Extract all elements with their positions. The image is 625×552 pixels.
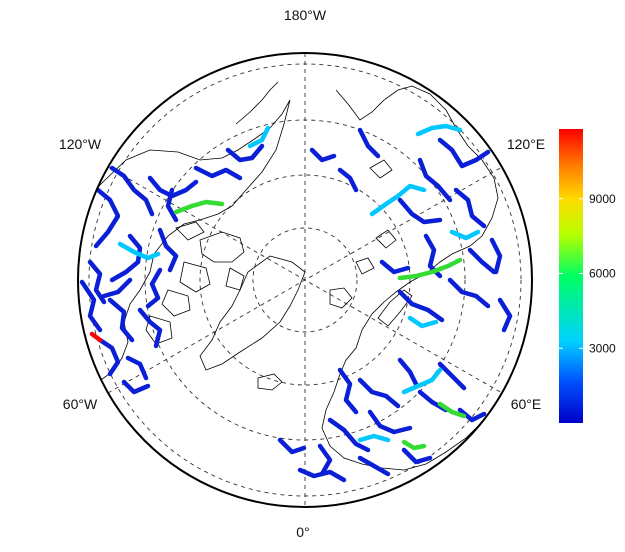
river-line — [449, 229, 481, 241]
river-line — [397, 289, 445, 323]
river-line — [101, 277, 133, 299]
label-120w: 120°W — [59, 136, 102, 152]
river-network-mid — [117, 123, 481, 443]
river-line — [247, 125, 271, 149]
river-line — [397, 197, 443, 225]
river-line — [165, 187, 179, 223]
river-line — [125, 355, 149, 381]
coastline-bering — [235, 81, 431, 125]
river-line — [117, 241, 161, 261]
coastline-iceland — [257, 373, 283, 391]
river-line — [225, 143, 265, 163]
colorbar-tick-label: 9000 — [589, 192, 616, 206]
river-line — [489, 237, 503, 275]
label-60e: 60°E — [511, 396, 542, 412]
river-network-high — [173, 199, 467, 451]
graticule — [88, 53, 522, 507]
colorbar-tick-label: 6000 — [589, 267, 616, 281]
river-line — [337, 367, 359, 415]
meridian-line — [107, 166, 503, 394]
river-line — [277, 437, 307, 455]
river-line — [309, 147, 337, 163]
river-line — [379, 259, 411, 275]
map-border — [77, 52, 533, 508]
river-line — [107, 297, 135, 343]
river-line — [337, 167, 359, 193]
river-line — [109, 233, 143, 283]
river-network-low — [79, 127, 513, 483]
river-line — [357, 433, 391, 443]
latitude-circle — [199, 174, 411, 386]
river-line — [453, 187, 487, 229]
river-line — [357, 455, 391, 477]
river-line — [109, 165, 155, 217]
label-60w: 60°W — [63, 396, 98, 412]
river-line — [121, 379, 151, 395]
coastline-greenland — [199, 255, 306, 371]
river-line — [87, 259, 107, 305]
river-line — [137, 307, 163, 349]
river-line — [417, 157, 453, 203]
coastlines — [83, 81, 519, 471]
river-line — [437, 401, 467, 419]
river-line — [397, 257, 463, 281]
river-line — [437, 361, 467, 391]
river-line — [415, 123, 463, 137]
coastline-new-siberian — [369, 159, 393, 179]
label-180w: 180°W — [284, 7, 327, 23]
river-max-segment — [89, 331, 103, 343]
river-line — [357, 127, 381, 159]
coastline-severnaya-zemlya — [375, 229, 397, 249]
colorbar-tick-label: 3000 — [589, 341, 616, 355]
coastline-eurasia — [321, 93, 519, 471]
river-line — [79, 279, 103, 333]
river-line — [401, 367, 443, 395]
river-line — [401, 447, 433, 465]
latitude-circle — [252, 227, 358, 333]
river-line — [367, 409, 413, 435]
river-line — [397, 357, 419, 387]
colorbar: 9000 6000 3000 — [559, 129, 616, 423]
river-line — [457, 407, 487, 423]
river-line — [407, 315, 439, 329]
river-line — [467, 247, 497, 275]
river-line — [401, 439, 427, 451]
river-line — [173, 199, 225, 215]
coastline-arctic-islands — [145, 221, 245, 345]
coastline-novaya-zemlya — [377, 289, 413, 327]
river-line — [317, 443, 333, 477]
label-120e: 120°E — [507, 136, 545, 152]
river-line — [157, 227, 179, 273]
river-line — [97, 337, 121, 377]
river-line — [497, 297, 513, 333]
coastline-svalbard — [329, 257, 375, 309]
river-line — [447, 277, 491, 309]
river-line — [145, 267, 163, 309]
river-line — [357, 377, 401, 409]
river-line — [193, 165, 243, 181]
label-0: 0° — [296, 524, 309, 540]
river-line — [327, 417, 371, 453]
colorbar-gradient — [559, 129, 583, 423]
river-line — [369, 183, 427, 217]
river-line — [437, 137, 491, 169]
river-line — [93, 187, 121, 249]
